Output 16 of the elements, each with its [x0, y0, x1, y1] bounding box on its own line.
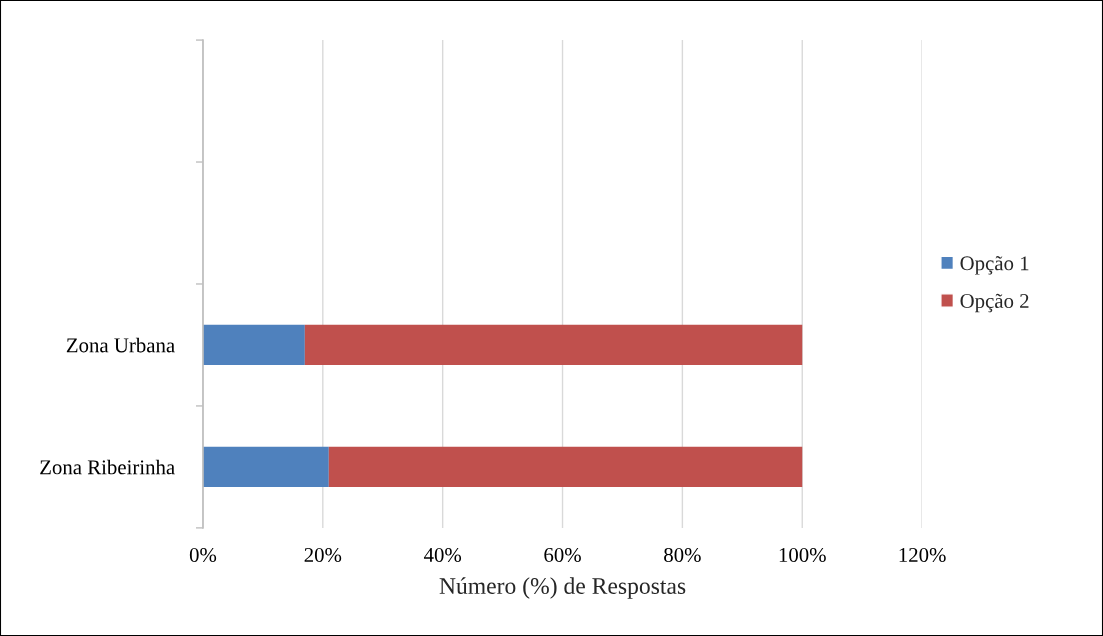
y-tick-label: Zona Ribeirinha — [40, 459, 175, 475]
x-tick-label: 120% — [899, 547, 946, 563]
x-axis-title: Número (%) de Respostas — [439, 577, 686, 599]
x-tick-label: 100% — [779, 547, 826, 563]
y-tick-label: Zona Urbana — [66, 337, 175, 353]
legend-label: Opção 2 — [960, 293, 1029, 313]
x-tick-label: 20% — [304, 547, 342, 563]
x-tick-label: 40% — [423, 547, 462, 563]
bar — [202, 324, 305, 366]
bar — [328, 446, 803, 488]
legend-label: Opção 1 — [960, 256, 1029, 275]
bar — [202, 446, 329, 488]
x-tick-label: 0% — [189, 547, 217, 563]
x-tick-label: 80% — [664, 547, 701, 563]
x-tick-label: 60% — [544, 547, 581, 563]
bar — [304, 324, 803, 366]
